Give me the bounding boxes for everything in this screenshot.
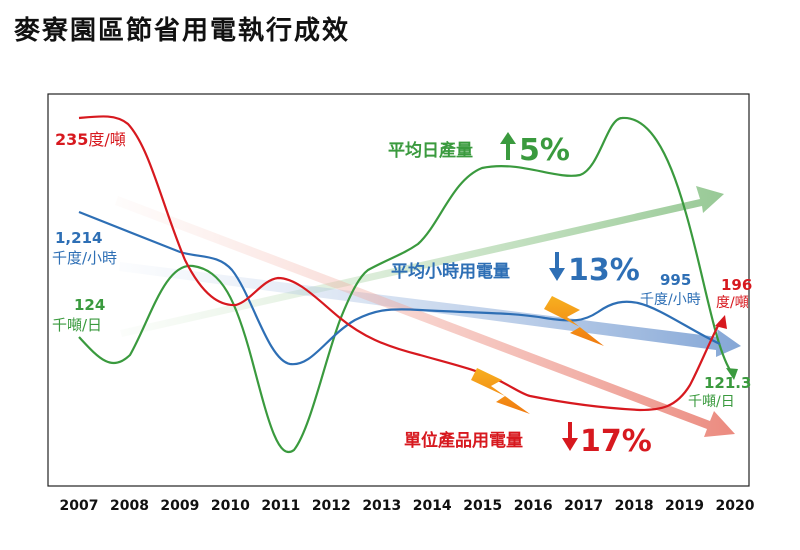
x-tick-label: 2017 [564,498,603,514]
x-tick-label: 2020 [716,498,755,514]
x-tick-label: 2015 [463,498,502,514]
x-tick-label: 2011 [261,498,300,514]
end-value-blue: 995 [660,271,691,289]
lightning-bolt-icon [544,296,604,346]
chart-frame [47,93,750,487]
x-tick-label: 2018 [615,498,654,514]
series-line-blue [78,210,721,366]
x-tick-label: 2010 [211,498,250,514]
end-unit-red: 度/噸 [716,295,749,311]
annotation-production-percent: 5% [519,133,570,168]
green-trend-arrow [120,186,724,337]
x-tick-label: 2016 [514,498,553,514]
annotation-unit-power-percent: 17% [580,424,652,459]
annotation-hourly-power: 平均小時用電量 13% [391,252,640,288]
start-value-blue: 1,214 [55,229,102,247]
annotation-production: 平均日產量 5% [388,132,570,168]
x-axis-ticks: 2007 2008 2009 2010 2011 2012 2013 2014 2015 2016… [60,498,755,514]
x-tick-label: 2008 [110,498,149,514]
end-unit-green: 千噸/日 [688,394,735,410]
x-tick-label: 2013 [362,498,401,514]
start-value-red: 235度/噸 [55,130,126,149]
red-trend-arrow [115,196,735,437]
x-tick-label: 2014 [413,498,452,514]
end-unit-blue: 千度/小時 [640,292,701,308]
series-end-arrow-red [715,315,727,329]
start-value-green: 124 [74,296,105,314]
annotation-unit-power: 單位產品用電量 17% [404,422,652,459]
x-tick-label: 2009 [160,498,199,514]
start-unit-blue: 千度/小時 [52,249,117,267]
x-tick-label: 2019 [665,498,704,514]
lightning-bolt-icon [471,368,530,414]
annotation-hourly-power-percent: 13% [568,253,640,288]
series-lines [78,115,733,453]
start-unit-green: 千噸/日 [52,316,102,334]
end-value-green: 121.3 [704,374,751,392]
series-line-green [78,116,733,453]
annotation-hourly-power-label: 平均小時用電量 [391,261,510,282]
end-value-red: 196 [721,276,752,294]
arrow-down-icon [562,422,578,451]
series-line-red [78,115,721,412]
annotation-production-label: 平均日產量 [388,140,473,161]
series-end-arrow-green [726,368,738,380]
annotation-unit-power-label: 單位產品用電量 [404,430,523,451]
arrow-up-icon [500,132,516,160]
page-title: 麥寮園區節省用電執行成效 [14,16,351,46]
x-tick-label: 2007 [60,498,99,514]
x-tick-label: 2012 [312,498,351,514]
arrow-down-icon [549,252,565,281]
